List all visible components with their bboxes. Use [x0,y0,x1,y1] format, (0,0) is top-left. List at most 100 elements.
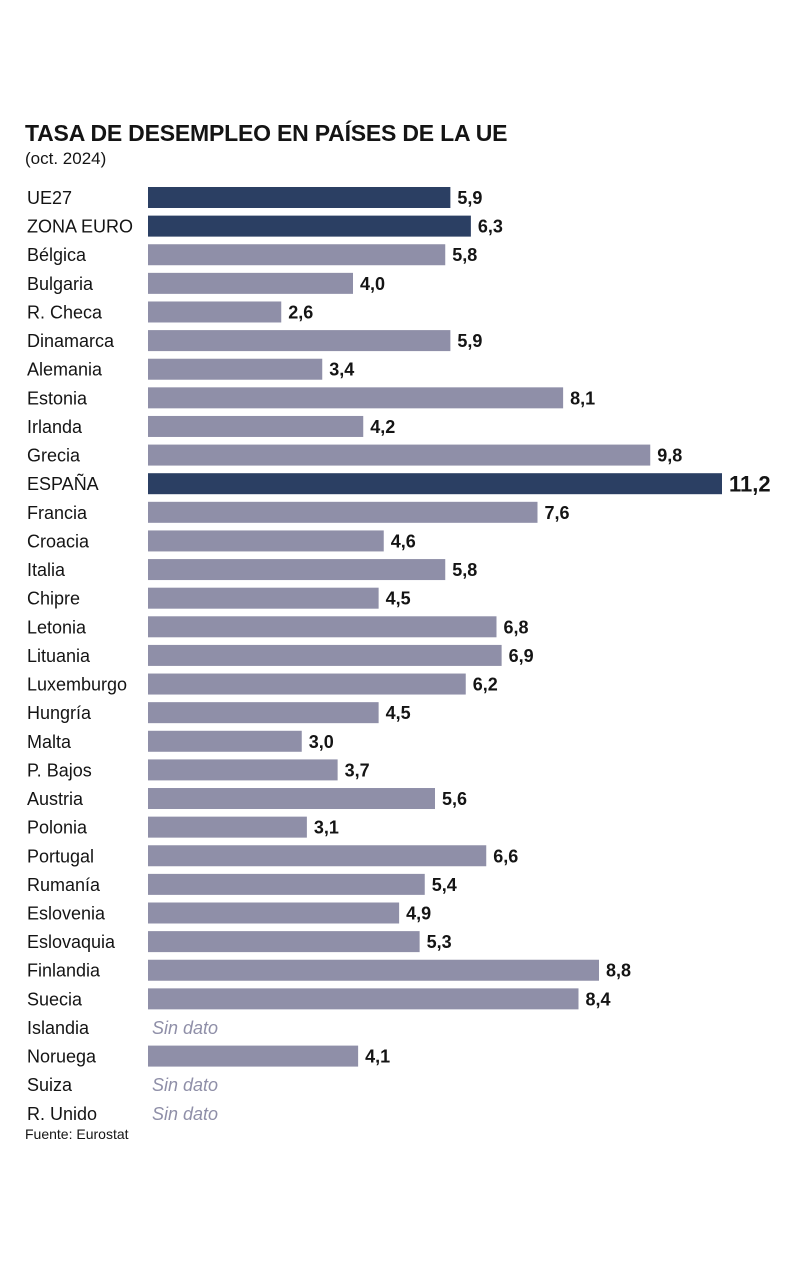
bar-eslovenia [148,902,400,924]
value-label-bulgaria: 4,0 [360,274,385,294]
value-label-austria: 5,6 [442,789,467,809]
bar-zona-euro [148,215,471,237]
bar-lituania [148,644,502,666]
bar-p-bajos [148,759,338,781]
value-label-belgica: 5,8 [452,245,477,265]
bar-belgica [148,244,446,266]
value-label-croacia: 4,6 [391,531,416,551]
category-label-suiza: Suiza [27,1075,73,1095]
source-note: Fuente: Eurostat [25,1126,129,1142]
category-label-belgica: Bélgica [27,245,87,265]
category-label-r-checa: R. Checa [27,302,103,322]
bar-francia [148,501,538,523]
value-label-r-checa: 2,6 [288,302,313,322]
category-label-estonia: Estonia [27,388,88,408]
category-label-francia: Francia [27,503,88,523]
bar-hungria [148,702,379,724]
no-data-label-r-unido: Sin dato [152,1104,218,1124]
value-label-grecia: 9,8 [657,446,682,466]
category-label-austria: Austria [27,789,84,809]
category-label-eslovaquia: Eslovaquia [27,932,116,952]
value-label-luxemburgo: 6,2 [473,675,498,695]
bar-finlandia [148,959,599,981]
bar-malta [148,730,302,752]
category-label-bulgaria: Bulgaria [27,274,94,294]
no-data-label-suiza: Sin dato [152,1075,218,1095]
category-label-ue27: UE27 [27,188,72,208]
bar-noruega [148,1045,359,1067]
category-label-alemania: Alemania [27,360,103,380]
value-label-estonia: 8,1 [570,388,595,408]
value-label-malta: 3,0 [309,732,334,752]
value-label-polonia: 3,1 [314,818,339,838]
category-label-hungria: Hungría [27,703,92,723]
bar-polonia [148,816,307,838]
value-label-letonia: 6,8 [504,617,529,637]
bar-espana [148,473,722,495]
value-label-eslovenia: 4,9 [406,904,431,924]
category-label-rumania: Rumanía [27,875,101,895]
category-label-grecia: Grecia [27,446,81,466]
category-label-r-unido: R. Unido [27,1104,97,1124]
category-label-malta: Malta [27,732,72,752]
bar-r-checa [148,301,282,323]
bar-croacia [148,530,384,552]
bar-grecia [148,444,651,466]
category-label-luxemburgo: Luxemburgo [27,675,127,695]
category-label-islandia: Islandia [27,1018,90,1038]
bar-irlanda [148,415,364,437]
value-label-zona-euro: 6,3 [478,217,503,237]
value-label-espana: 11,2 [729,472,771,497]
value-label-eslovaquia: 5,3 [427,932,452,952]
category-label-chipre: Chipre [27,589,80,609]
category-label-suecia: Suecia [27,989,83,1009]
category-label-p-bajos: P. Bajos [27,760,92,780]
bar-eslovaquia [148,931,420,953]
value-label-hungria: 4,5 [386,703,411,723]
value-label-irlanda: 4,2 [370,417,395,437]
bar-portugal [148,845,487,867]
value-label-p-bajos: 3,7 [345,760,370,780]
category-label-espana: ESPAÑA [27,473,99,494]
chart-subtitle: (oct. 2024) [25,149,107,168]
bar-italia [148,559,446,581]
category-label-eslovenia: Eslovenia [27,904,106,924]
value-label-italia: 5,8 [452,560,477,580]
bar-rumania [148,873,425,895]
category-label-finlandia: Finlandia [27,961,101,981]
category-label-polonia: Polonia [27,818,88,838]
category-label-letonia: Letonia [27,617,87,637]
category-label-portugal: Portugal [27,846,94,866]
chart-title: TASA DE DESEMPLEO EN PAÍSES DE LA UE [25,120,508,146]
value-label-francia: 7,6 [545,503,570,523]
value-label-noruega: 4,1 [365,1047,390,1067]
bar-suecia [148,988,579,1010]
value-label-dinamarca: 5,9 [457,331,482,351]
category-label-zona-euro: ZONA EURO [27,217,133,237]
bar-dinamarca [148,330,451,352]
bar-estonia [148,387,564,409]
value-label-ue27: 5,9 [457,188,482,208]
category-label-croacia: Croacia [27,531,90,551]
value-label-rumania: 5,4 [432,875,457,895]
value-label-chipre: 4,5 [386,589,411,609]
bar-ue27 [148,187,451,208]
category-label-irlanda: Irlanda [27,417,83,437]
category-label-italia: Italia [27,560,66,580]
bar-letonia [148,616,497,638]
value-label-alemania: 3,4 [329,360,354,380]
category-label-noruega: Noruega [27,1047,97,1067]
category-label-lituania: Lituania [27,646,91,666]
bar-luxemburgo [148,673,466,695]
value-label-portugal: 6,6 [493,846,518,866]
value-label-finlandia: 8,8 [606,961,631,981]
no-data-label-islandia: Sin dato [152,1018,218,1038]
bar-alemania [148,358,323,380]
bar-austria [148,788,435,810]
bar-bulgaria [148,272,353,294]
category-label-dinamarca: Dinamarca [27,331,115,351]
bar-chipre [148,587,379,609]
value-label-lituania: 6,9 [509,646,534,666]
value-label-suecia: 8,4 [586,989,611,1009]
